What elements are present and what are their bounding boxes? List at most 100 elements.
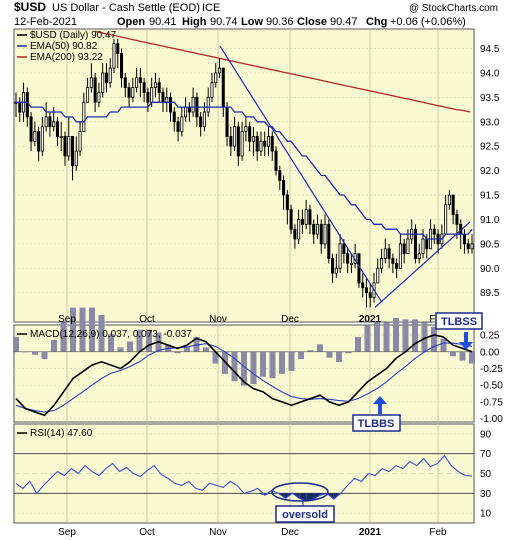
price-candle-body: [266, 136, 271, 147]
macd-y-tick: -0.50: [480, 381, 503, 392]
price-candle-body: [421, 238, 425, 255]
price-candle-body: [104, 72, 108, 84]
macd-histogram-bar: [345, 351, 352, 354]
price-legend: $USD (Daily) 90.47 EMA(50) 90.82 EMA(200…: [17, 30, 117, 63]
macd-histogram-bar: [317, 344, 323, 352]
macd-histogram-bar: [98, 314, 105, 352]
macd-histogram-bar: [146, 329, 152, 352]
macd-y-tick: 0.25: [480, 331, 500, 342]
price-candle-body: [176, 121, 180, 132]
macd-histogram-bar: [336, 351, 342, 363]
macd-histogram-bar: [184, 347, 190, 352]
price-candle-body: [327, 223, 331, 259]
chg-label: Chg: [366, 16, 387, 28]
macd-histogram-bar: [298, 351, 304, 360]
price-candle-body: [221, 67, 225, 108]
price-candle-body: [270, 136, 274, 152]
tlbbs-arrow: [373, 396, 387, 414]
low-label: Low: [241, 16, 263, 28]
chg-value: +0.06 (+0.06%): [390, 16, 466, 28]
quote-date: 12-Feb-2021: [14, 16, 77, 28]
open-value: 90.41: [149, 16, 177, 28]
x-tick-label-top: Dec: [281, 314, 299, 325]
price-candle-body: [48, 116, 52, 128]
price-candle-body: [44, 116, 48, 128]
price-candle-body: [172, 111, 176, 123]
x-tick-label-top: Oct: [139, 314, 155, 325]
price-candle-body: [82, 101, 86, 132]
macd-y-tick: 0.00: [480, 347, 500, 358]
price-candle-body: [229, 136, 233, 147]
price-candle-body: [112, 43, 116, 69]
x-tick-label-bottom: Sep: [58, 527, 76, 538]
price-candle-body: [274, 150, 278, 172]
price-candle-body: [138, 77, 142, 84]
tlbss-callout: TLBSS: [435, 312, 483, 350]
price-candle-body: [29, 116, 33, 142]
price-candle-body: [214, 72, 218, 84]
price-candle-body: [278, 170, 282, 181]
price-candle-body: [89, 77, 93, 89]
price-candle-body: [297, 219, 301, 240]
price-y-tick: 94.5: [480, 44, 500, 55]
macd-histogram-bar: [402, 319, 409, 352]
price-candle-body: [466, 243, 470, 250]
rsi-y-tick: 10: [480, 509, 492, 520]
price-candle-body: [168, 96, 173, 113]
price-y-tick: 89.5: [480, 288, 500, 299]
x-tick-label-bottom: 2021: [359, 527, 382, 538]
macd-histogram-bar: [212, 351, 219, 364]
price-candle-body: [127, 87, 131, 98]
price-candle-body: [202, 111, 206, 128]
price-candle-body: [319, 223, 323, 245]
oversold-box: [275, 505, 335, 523]
price-candle-body: [470, 243, 474, 250]
price-candle-body: [180, 116, 184, 132]
price-candle-body: [240, 131, 244, 157]
price-candle-body: [455, 214, 459, 225]
rsi-y-tick: 70: [480, 449, 492, 460]
macd-y-tick: -1.00: [480, 414, 503, 425]
price-candle-body: [361, 282, 365, 289]
price-candle-body: [447, 194, 451, 206]
price-candle-body: [25, 92, 29, 118]
price-candle-body: [236, 126, 240, 157]
price-candle-body: [413, 228, 417, 259]
price-y-tick: 94.0: [480, 68, 500, 79]
macd-histogram-bar: [60, 322, 67, 352]
macd-histogram-bar: [421, 322, 428, 352]
price-candle-body: [380, 258, 384, 269]
legend-ema200: EMA(200) 93.22: [30, 52, 103, 63]
price-candle-body: [289, 209, 293, 230]
symbol: $USD: [14, 0, 46, 14]
x-tick-label-bottom: Oct: [139, 527, 155, 538]
price-candle-body: [161, 92, 165, 103]
rsi-line: [15, 454, 473, 502]
price-candle-body: [331, 258, 335, 274]
macd-histogram-bar: [393, 317, 399, 352]
price-candle-body: [97, 92, 101, 103]
price-candle-body: [383, 248, 387, 259]
price-candle-body: [131, 87, 135, 98]
price-candle-body: [349, 262, 353, 265]
price-candle-body: [187, 106, 191, 113]
macd-line: [15, 334, 473, 417]
macd-y-tick: -0.75: [480, 397, 503, 408]
macd-histogram-bar: [70, 307, 76, 352]
high-value: 90.74: [210, 16, 238, 28]
price-candle-body: [142, 82, 146, 93]
macd-histogram-bar: [355, 337, 361, 352]
price-y-tick: 90.5: [480, 239, 500, 250]
price-candle-body: [432, 228, 436, 235]
macd-histogram-bar: [89, 307, 95, 352]
legend-ema50: EMA(50) 90.82: [30, 41, 98, 52]
price-candle-body: [395, 262, 399, 269]
rsi-y-tick: 50: [480, 469, 492, 480]
macd-histogram-bar: [279, 351, 285, 374]
price-candle-body: [206, 96, 210, 113]
low-value: 90.36: [266, 16, 294, 28]
price-candle-body: [225, 106, 229, 137]
macd-histogram-bar: [440, 338, 447, 352]
tlbbs-label: TLBBS: [358, 418, 395, 430]
